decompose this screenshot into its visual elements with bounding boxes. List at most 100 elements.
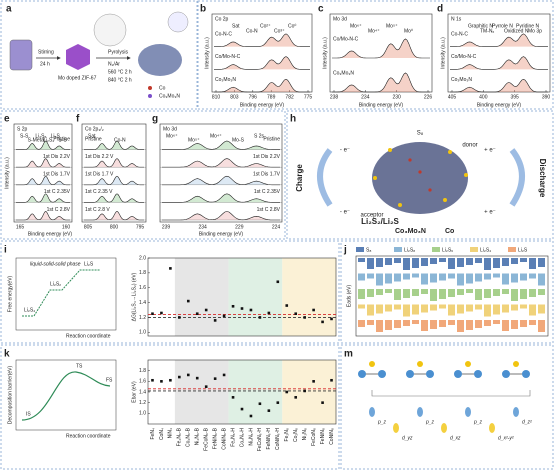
- annotation: Mo doped ZIF-67: [58, 75, 97, 81]
- x-tick-label: 229: [235, 224, 244, 230]
- annotation: Li₂S: [84, 261, 94, 267]
- panel-label: g: [152, 114, 158, 125]
- pattern: [502, 258, 509, 266]
- pattern: [475, 273, 482, 282]
- pattern: [520, 273, 527, 281]
- x-tick-label: 234: [361, 94, 370, 100]
- label: Co₃Mo₃N: [451, 77, 472, 83]
- peak-fill: [214, 33, 310, 47]
- orbital: [513, 407, 519, 417]
- legend-label: Li₂S₆: [442, 247, 453, 253]
- point: [330, 317, 333, 321]
- plot-frame: [355, 255, 549, 337]
- orbital-label: d_xz: [450, 435, 461, 441]
- atom: [502, 370, 510, 378]
- orbital: [465, 407, 471, 417]
- pattern: [403, 304, 410, 317]
- y-tick-label: 1.4: [139, 389, 146, 395]
- pattern: [466, 304, 473, 312]
- orbital: [393, 423, 399, 433]
- pattern: [529, 320, 536, 325]
- inset-frame: [15, 257, 117, 331]
- peak-label: S-Metal: [28, 137, 45, 143]
- pattern: [466, 258, 473, 265]
- legend-label: S₈: [366, 247, 371, 253]
- pattern: [502, 273, 509, 285]
- pattern: [394, 273, 401, 282]
- point: [312, 308, 315, 312]
- peak-label: Pyridine N: [516, 23, 539, 29]
- x-tick-label: Ni₂N₆-H: [248, 428, 254, 446]
- panel-label: j: [343, 245, 347, 256]
- x-tick-label: 805: [84, 224, 93, 230]
- annotation: Free energy(eV): [7, 275, 13, 312]
- annotation: Decomposition barrier(eV): [7, 365, 13, 424]
- x-axis-label: Binding energy (eV): [199, 231, 244, 237]
- pattern: [484, 320, 491, 326]
- spectrum: [214, 56, 310, 70]
- spectrum: [450, 78, 548, 93]
- panel-label: f: [76, 114, 80, 125]
- label: 1st Dis 1.7V: [43, 172, 71, 178]
- atom: [406, 370, 414, 378]
- pattern: [484, 304, 491, 317]
- y-tick-label: 1.2: [139, 315, 146, 321]
- pattern: [376, 289, 383, 295]
- plot-frame: [13, 123, 73, 223]
- point: [213, 319, 217, 322]
- legend-swatch: [470, 247, 478, 252]
- annotation: Discharge: [538, 159, 547, 198]
- pattern: [385, 304, 392, 312]
- point: [303, 389, 306, 393]
- x-tick-label: CoNiN₆-H: [275, 428, 281, 450]
- pattern: [520, 304, 527, 309]
- peak-label: Li₂S: [51, 133, 61, 139]
- pattern: [511, 289, 518, 301]
- orbital-label: d_z²: [522, 419, 532, 425]
- pattern: [466, 289, 473, 293]
- pattern: [484, 289, 491, 298]
- legend-label: Li₂S₄: [480, 247, 491, 253]
- annotation: liquid-solid-solid phase: [30, 261, 81, 267]
- label: 1st C 2.8V: [47, 207, 71, 213]
- pattern: [358, 320, 365, 327]
- label: 1st Dis 1.7V: [253, 172, 281, 178]
- spectrum: [450, 33, 548, 47]
- pattern: [502, 320, 509, 331]
- point: [204, 308, 208, 312]
- pattern: [403, 289, 410, 298]
- x-tick-label: 160: [62, 224, 71, 230]
- pattern: [475, 289, 482, 300]
- pattern: [448, 258, 455, 269]
- annotation: Li₂S₂/Li₂S: [361, 217, 399, 226]
- panel-label: k: [4, 349, 10, 360]
- pattern: [493, 320, 500, 324]
- x-tick-label: Fe₂N₈: [284, 428, 290, 441]
- annotation: 24 h: [40, 61, 50, 67]
- annotation: 840 °C 2 h: [108, 77, 132, 83]
- energy-path: [21, 371, 111, 421]
- pattern: [502, 289, 509, 294]
- annotation: FS: [106, 377, 113, 383]
- point: [169, 267, 172, 270]
- point: [249, 414, 253, 418]
- point: [321, 320, 324, 324]
- pattern: [421, 304, 428, 313]
- pattern: [457, 273, 464, 286]
- peak-label: Mo⁰: [404, 28, 413, 34]
- region: [174, 258, 229, 336]
- region: [228, 360, 283, 424]
- plot-frame: [159, 123, 283, 223]
- x-axis-label: Binding energy (eV): [240, 102, 285, 108]
- peak-label: Co⁰: [288, 23, 296, 29]
- legend-label: Co: [445, 228, 454, 235]
- peak-fill: [214, 56, 310, 70]
- inset-frame: [15, 359, 117, 431]
- x-tick-label: 782: [285, 94, 294, 100]
- orbital-label: d_yz: [402, 435, 413, 441]
- pattern: [412, 289, 419, 296]
- label: 1st C 2.8 V: [85, 207, 110, 213]
- y-axis-label: ΔG(Li₂S₄→Li₂S₂) (eV): [131, 272, 137, 321]
- pattern: [376, 304, 383, 314]
- point: [186, 299, 190, 303]
